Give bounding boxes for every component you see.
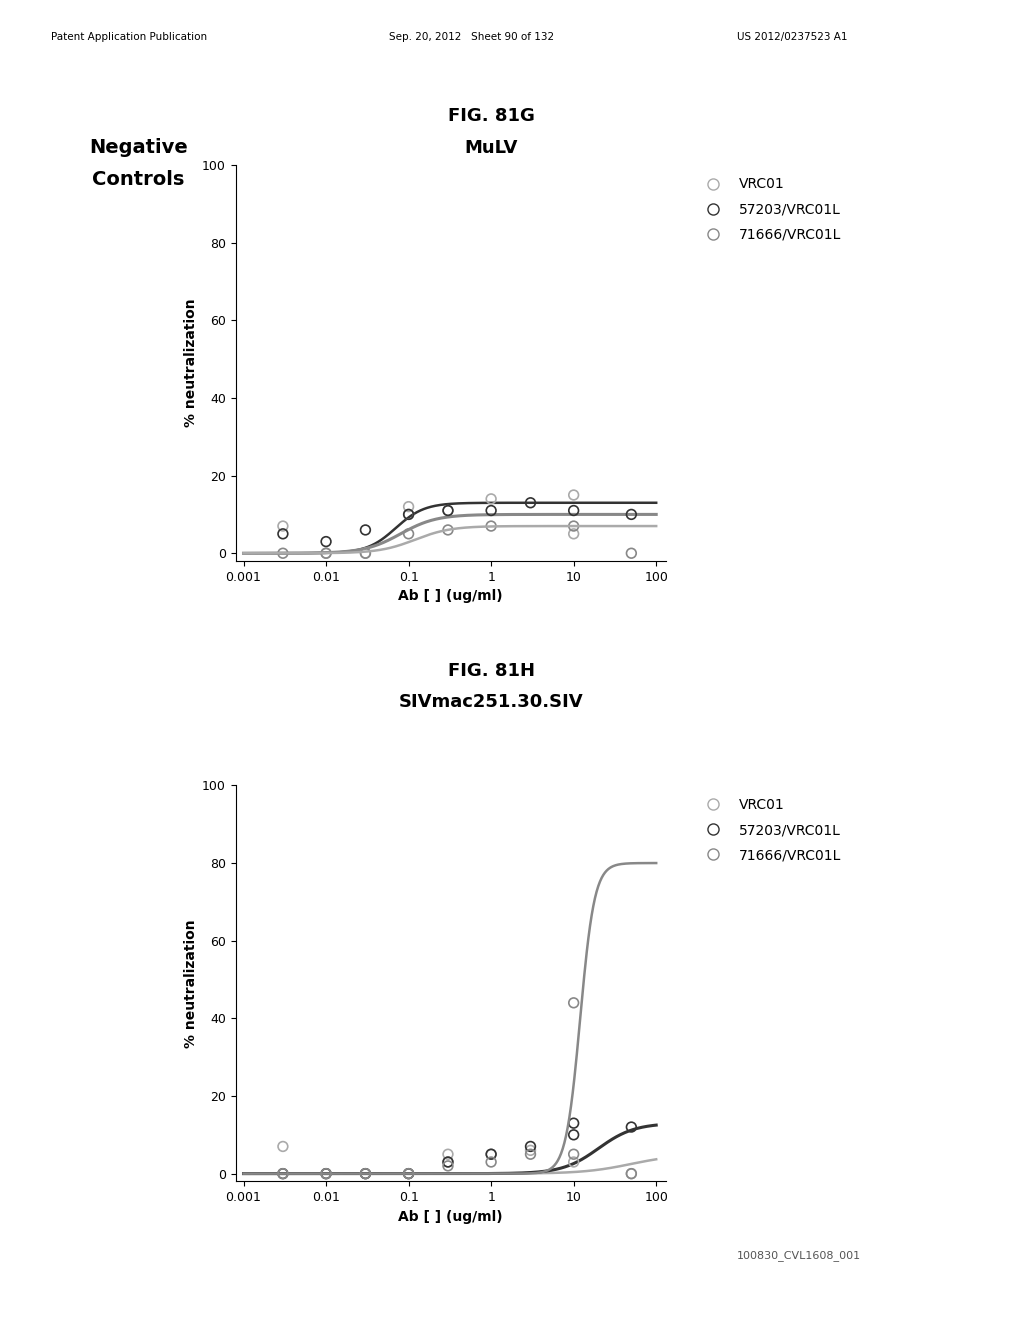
Point — [624, 1117, 640, 1138]
Text: US 2012/0237523 A1: US 2012/0237523 A1 — [737, 32, 848, 42]
Point — [274, 1137, 291, 1158]
Point — [439, 1151, 456, 1172]
Point — [317, 1163, 334, 1184]
Point — [483, 500, 500, 521]
Point — [274, 1163, 291, 1184]
Text: FIG. 81H: FIG. 81H — [449, 661, 535, 680]
Point — [274, 516, 291, 537]
Point — [565, 993, 582, 1014]
Legend: VRC01, 57203/VRC01L, 71666/VRC01L: VRC01, 57203/VRC01L, 71666/VRC01L — [694, 172, 847, 247]
Point — [274, 543, 291, 564]
Point — [624, 504, 640, 525]
Point — [400, 523, 417, 544]
Point — [522, 1137, 539, 1158]
Y-axis label: % neutralization: % neutralization — [183, 919, 198, 1048]
X-axis label: Ab [ ] (ug/ml): Ab [ ] (ug/ml) — [398, 1209, 503, 1224]
Point — [565, 1143, 582, 1164]
Point — [483, 488, 500, 510]
Point — [357, 519, 374, 540]
Text: Sep. 20, 2012   Sheet 90 of 132: Sep. 20, 2012 Sheet 90 of 132 — [389, 32, 554, 42]
Text: FIG. 81G: FIG. 81G — [449, 107, 535, 125]
Point — [317, 1163, 334, 1184]
Point — [400, 504, 417, 525]
Point — [439, 500, 456, 521]
Point — [624, 1163, 640, 1184]
Legend: VRC01, 57203/VRC01L, 71666/VRC01L: VRC01, 57203/VRC01L, 71666/VRC01L — [694, 792, 847, 867]
Y-axis label: % neutralization: % neutralization — [183, 298, 198, 428]
Point — [565, 1113, 582, 1134]
Point — [565, 516, 582, 537]
Text: 100830_CVL1608_001: 100830_CVL1608_001 — [737, 1250, 861, 1261]
Point — [522, 1143, 539, 1164]
Point — [565, 1151, 582, 1172]
Point — [483, 1143, 500, 1164]
Point — [317, 531, 334, 552]
Point — [565, 523, 582, 544]
Text: Patent Application Publication: Patent Application Publication — [51, 32, 207, 42]
Point — [357, 1163, 374, 1184]
Point — [565, 500, 582, 521]
Point — [483, 1151, 500, 1172]
Point — [439, 1155, 456, 1176]
Point — [439, 500, 456, 521]
Point — [400, 1163, 417, 1184]
Point — [357, 543, 374, 564]
Point — [400, 1163, 417, 1184]
Point — [565, 484, 582, 506]
Point — [317, 543, 334, 564]
Point — [483, 516, 500, 537]
Point — [439, 1151, 456, 1172]
Text: MuLV: MuLV — [465, 139, 518, 157]
Point — [400, 504, 417, 525]
Text: Negative: Negative — [89, 139, 187, 157]
Point — [317, 543, 334, 564]
Point — [357, 543, 374, 564]
Point — [522, 492, 539, 513]
Point — [624, 1163, 640, 1184]
Point — [357, 1163, 374, 1184]
Point — [483, 1143, 500, 1164]
Text: Controls: Controls — [92, 170, 184, 189]
Point — [274, 523, 291, 544]
Point — [274, 1163, 291, 1184]
Point — [565, 1125, 582, 1146]
Point — [439, 519, 456, 540]
Point — [317, 1163, 334, 1184]
Point — [522, 1139, 539, 1160]
X-axis label: Ab [ ] (ug/ml): Ab [ ] (ug/ml) — [398, 589, 503, 603]
Text: SIVmac251.30.SIV: SIVmac251.30.SIV — [399, 693, 584, 711]
Point — [624, 543, 640, 564]
Point — [400, 1163, 417, 1184]
Point — [439, 1143, 456, 1164]
Point — [357, 1163, 374, 1184]
Point — [400, 496, 417, 517]
